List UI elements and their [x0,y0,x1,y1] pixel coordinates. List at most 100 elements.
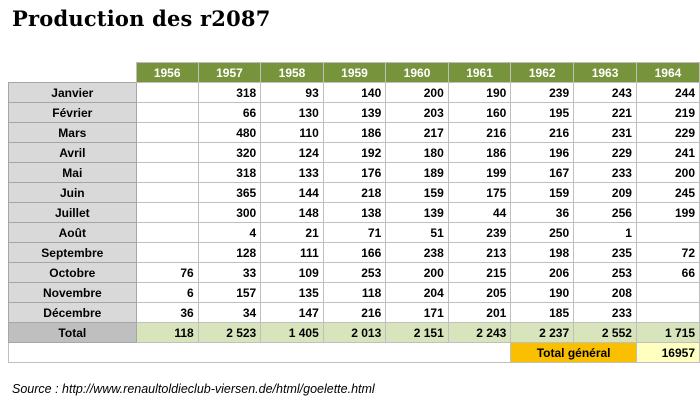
value-cell: 192 [322,142,387,163]
value-cell: 130 [260,102,324,123]
table-row: Octobre 76 33 109 253 200 215 206 253 66 [8,262,700,283]
value-cell: 4 [197,222,262,243]
value-cell: 198 [510,242,575,263]
value-cell: 213 [447,242,512,263]
total-cell: 2 523 [197,322,262,343]
month-label: Décembre [8,302,137,323]
value-cell: 244 [635,82,700,103]
value-cell: 318 [197,82,262,103]
value-cell: 203 [385,102,449,123]
table-row: Novembre 6 157 135 118 204 205 190 208 [8,282,700,303]
value-cell: 199 [635,202,700,223]
value-cell: 218 [322,182,387,203]
value-cell: 166 [322,242,387,263]
grand-total-label: Total général [510,342,637,363]
value-cell: 200 [385,262,449,283]
value-cell: 148 [260,202,324,223]
year-header: 1960 [385,62,449,83]
month-label: Mars [8,122,137,143]
value-cell: 241 [635,142,700,163]
value-cell: 215 [447,262,512,283]
value-cell: 118 [322,282,387,303]
table-row: Février 66 130 139 203 160 195 221 219 [8,102,700,123]
value-cell: 6 [135,282,199,303]
value-cell: 208 [573,282,637,303]
value-cell: 201 [447,302,512,323]
total-cell: 2 243 [447,322,512,343]
table-row: Septembre 128 111 166 238 213 198 235 72 [8,242,700,263]
table-row: Janvier 318 93 140 200 190 239 243 244 [8,82,700,103]
value-cell [135,222,199,243]
value-cell: 209 [573,182,637,203]
value-cell: 33 [197,262,262,283]
value-cell: 216 [447,122,512,143]
month-label: Janvier [8,82,137,103]
value-cell: 139 [322,102,387,123]
value-cell: 229 [635,122,700,143]
value-cell: 256 [573,202,637,223]
header-corner [8,62,137,83]
value-cell: 318 [197,162,262,183]
value-cell: 133 [260,162,324,183]
year-header: 1963 [573,62,637,83]
source-note: Source : http://www.renaultoldieclub-vie… [12,382,375,396]
year-header: 1962 [510,62,575,83]
year-header: 1956 [135,62,199,83]
value-cell: 217 [385,122,449,143]
month-label: Avril [8,142,137,163]
value-cell: 160 [447,102,512,123]
value-cell [135,202,199,223]
value-cell: 216 [322,302,387,323]
value-cell: 66 [197,102,262,123]
total-row: Total 118 2 523 1 405 2 013 2 151 2 243 … [8,322,700,343]
value-cell: 124 [260,142,324,163]
value-cell: 233 [573,302,637,323]
table-row: Décembre 36 34 147 216 171 201 185 233 [8,302,700,323]
value-cell: 480 [197,122,262,143]
value-cell: 171 [385,302,449,323]
month-label: Juin [8,182,137,203]
page-title: Production des r2087 [12,6,271,31]
value-cell: 195 [510,102,575,123]
month-label: Septembre [8,242,137,263]
total-label: Total [8,322,137,343]
year-header: 1964 [635,62,700,83]
value-cell: 66 [635,262,700,283]
year-header: 1959 [322,62,387,83]
value-cell: 365 [197,182,262,203]
value-cell [135,122,199,143]
value-cell [135,242,199,263]
total-cell: 2 237 [510,322,575,343]
value-cell: 135 [260,282,324,303]
value-cell: 71 [322,222,387,243]
value-cell: 36 [135,302,199,323]
value-cell: 144 [260,182,324,203]
value-cell: 300 [197,202,262,223]
grand-total-row: Total général 16957 [7,342,700,363]
value-cell: 51 [385,222,449,243]
value-cell: 109 [260,262,324,283]
value-cell: 216 [510,122,575,143]
table-row: Avril 320 124 192 180 186 196 229 241 [8,142,700,163]
value-cell: 139 [385,202,449,223]
value-cell: 93 [260,82,324,103]
value-cell: 147 [260,302,324,323]
value-cell: 233 [573,162,637,183]
value-cell [635,282,700,303]
value-cell: 72 [635,242,700,263]
value-cell: 190 [510,282,575,303]
value-cell: 199 [447,162,512,183]
month-label: Octobre [8,262,137,283]
value-cell: 239 [510,82,575,103]
value-cell: 219 [635,102,700,123]
total-cell: 2 552 [573,322,637,343]
total-cell: 2 013 [322,322,387,343]
value-cell: 231 [573,122,637,143]
value-cell: 186 [447,142,512,163]
value-cell: 128 [197,242,262,263]
value-cell [135,142,199,163]
value-cell: 44 [447,202,512,223]
value-cell: 320 [197,142,262,163]
value-cell: 239 [447,222,512,243]
total-cell: 118 [135,322,199,343]
